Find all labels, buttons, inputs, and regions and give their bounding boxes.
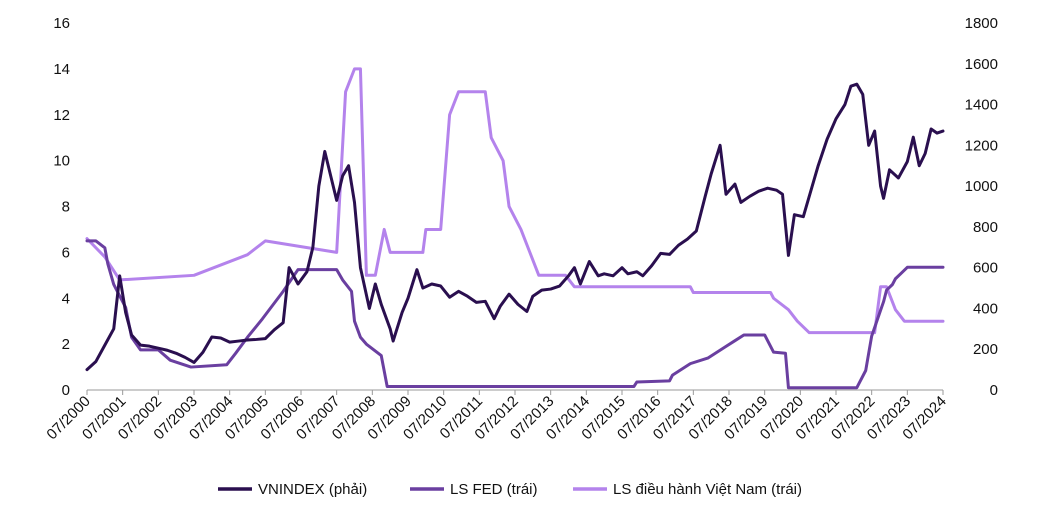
legend-item: VNINDEX (phải) bbox=[218, 481, 367, 498]
y-right-tick-label: 600 bbox=[973, 260, 998, 277]
legend-label: LS điều hành Việt Nam (trái) bbox=[613, 481, 802, 498]
y-right-tick-label: 800 bbox=[973, 219, 998, 236]
y-left-tick-label: 0 bbox=[62, 382, 70, 399]
y-right-tick-label: 200 bbox=[973, 341, 998, 358]
legend-item: LS điều hành Việt Nam (trái) bbox=[573, 481, 802, 498]
y-right-tick-label: 1800 bbox=[965, 15, 998, 32]
series-line-vn-policy-rate bbox=[85, 67, 945, 335]
y-left-tick-label: 4 bbox=[62, 290, 70, 307]
y-axis-left: 0 2 4 6 8 10 12 14 16 bbox=[53, 15, 70, 399]
y-left-tick-label: 14 bbox=[53, 61, 70, 78]
y-left-tick-label: 16 bbox=[53, 15, 70, 32]
y-right-tick-label: 400 bbox=[973, 300, 998, 317]
x-axis: 07/200007/200107/200207/200307/200407/20… bbox=[43, 389, 950, 443]
y-right-tick-label: 1200 bbox=[965, 137, 998, 154]
y-right-tick-label: 1000 bbox=[965, 178, 998, 195]
y-left-tick-label: 8 bbox=[62, 199, 70, 216]
y-right-tick-label: 0 bbox=[990, 382, 998, 399]
y-left-tick-label: 6 bbox=[62, 244, 70, 261]
y-right-tick-label: 1400 bbox=[965, 97, 998, 114]
series-line-fed-rate bbox=[85, 239, 945, 390]
series-line-vnindex bbox=[85, 82, 945, 372]
legend-label: VNINDEX (phải) bbox=[258, 481, 367, 498]
legend-label: LS FED (trái) bbox=[450, 481, 538, 498]
series-layer bbox=[85, 67, 945, 390]
legend: VNINDEX (phải) LS FED (trái) LS điều hành … bbox=[218, 481, 802, 498]
y-axis-right: 0 200 400 600 800 1000 1200 1400 1600 1800 bbox=[965, 15, 998, 399]
y-left-tick-label: 12 bbox=[53, 107, 70, 124]
y-right-tick-label: 1600 bbox=[965, 56, 998, 73]
y-left-tick-label: 2 bbox=[62, 336, 70, 353]
legend-item: LS FED (trái) bbox=[410, 481, 538, 498]
y-left-tick-label: 10 bbox=[53, 153, 70, 170]
